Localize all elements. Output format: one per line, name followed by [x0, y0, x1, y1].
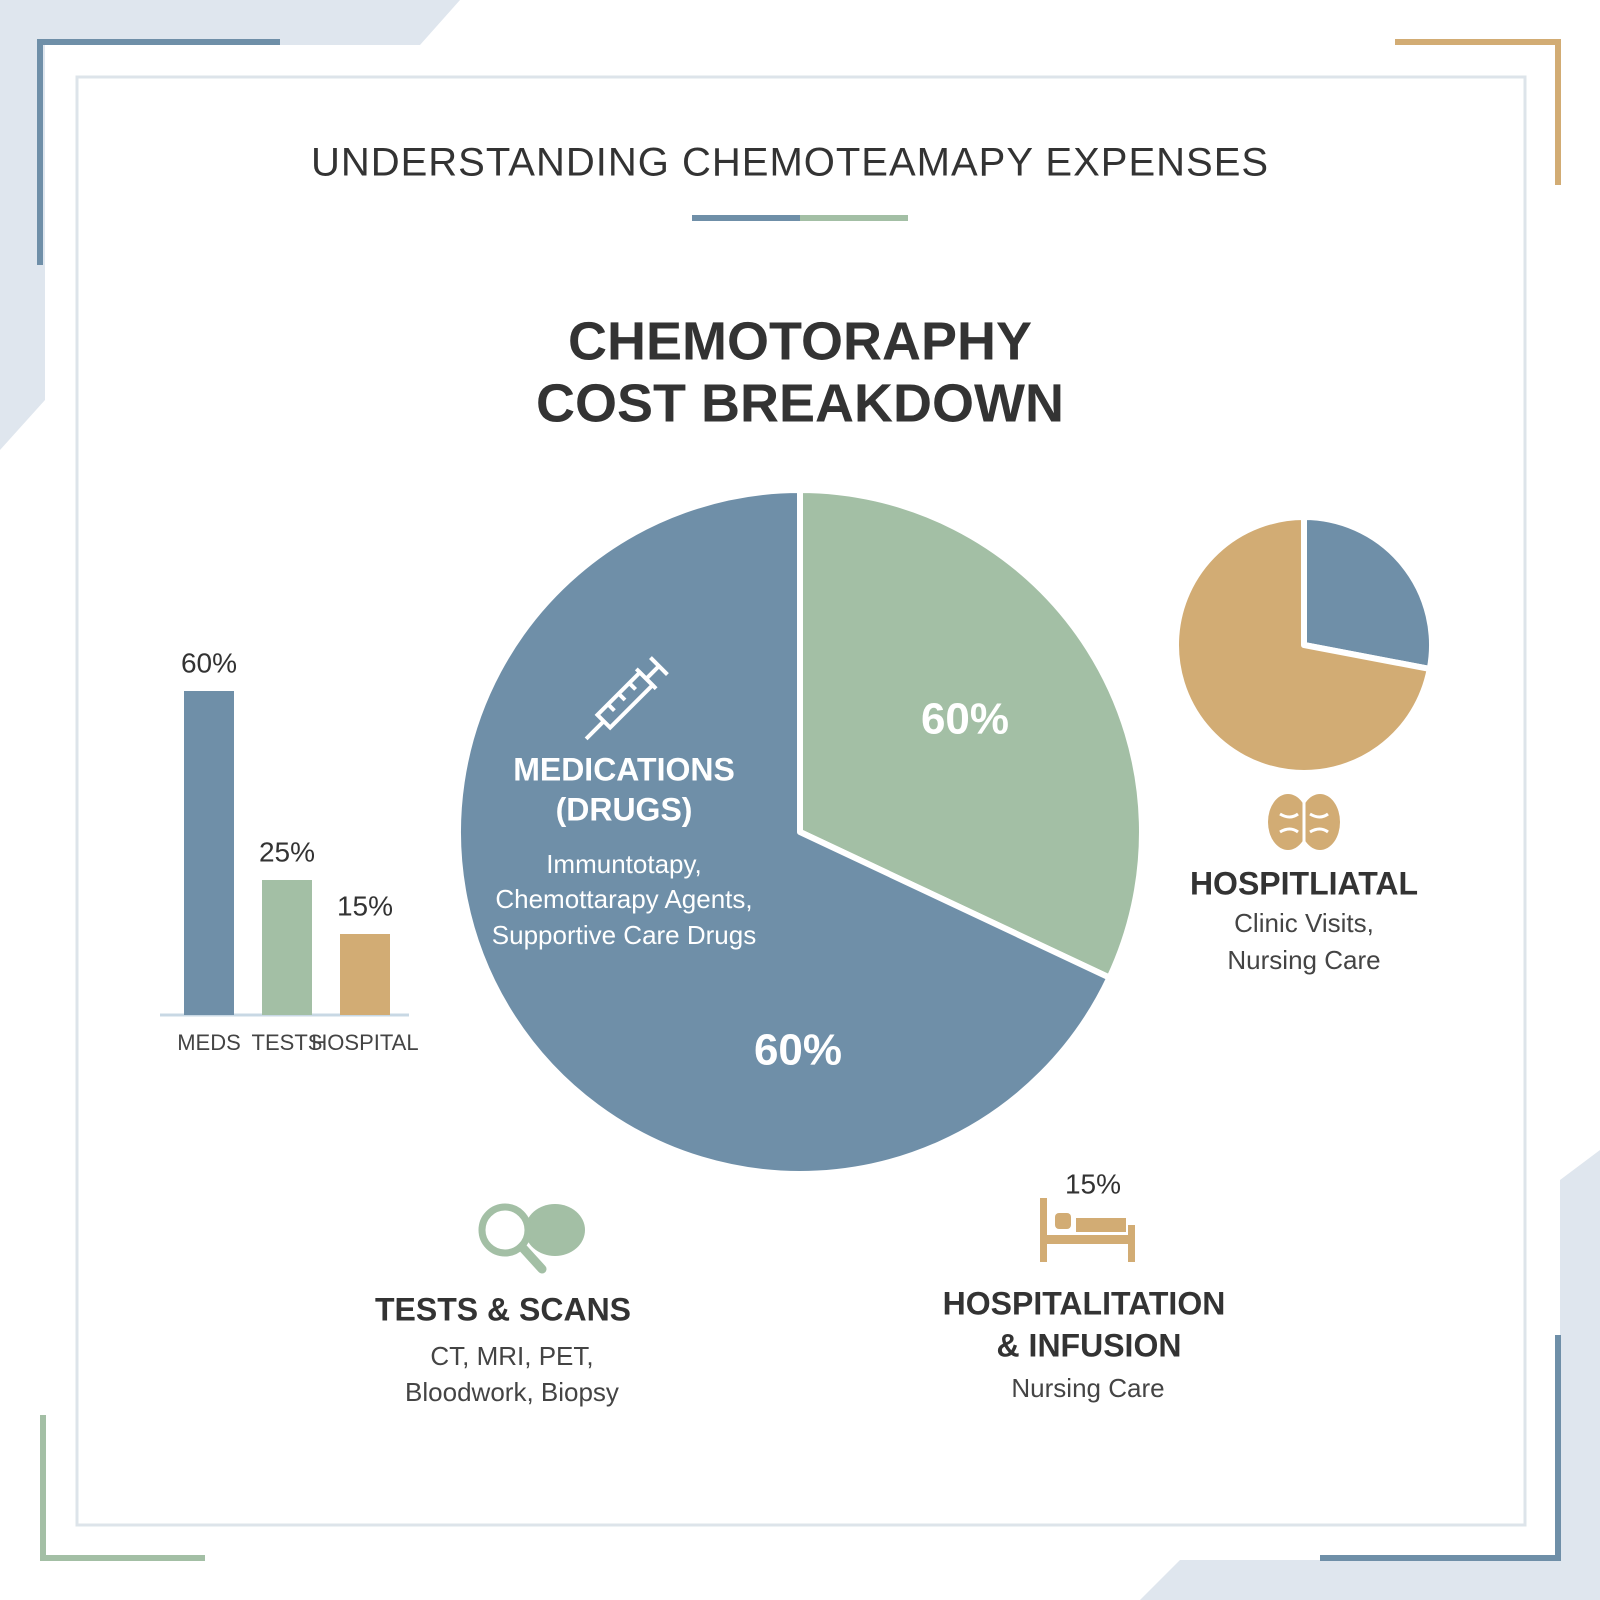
page-title: UNDERSTANDING CHEMOTEAMAPY EXPENSES — [311, 141, 1269, 185]
section-text: CT, MRI, PET, — [430, 1341, 593, 1371]
value-label: 60% — [181, 647, 237, 678]
x-tick-label: HOSPITAL — [311, 1030, 418, 1055]
pies: 60% 60% — [455, 487, 1435, 1177]
syringe-icon — [584, 656, 669, 741]
pie-slice — [1301, 514, 1435, 672]
slice-annotation: 60% — [754, 1026, 842, 1075]
callout-text: Supportive Care Drugs — [492, 920, 756, 950]
callout-title: MEDICATIONS — [513, 751, 735, 787]
pie-slice — [797, 487, 1145, 981]
section-text: Nursing Care — [1011, 1373, 1164, 1403]
callout-text: Immuntotapy, — [546, 849, 702, 879]
bar — [184, 691, 234, 1015]
corner-bracket — [1320, 1335, 1561, 1561]
section-title: TESTS & SCANS — [375, 1291, 631, 1327]
value-label: 25% — [259, 836, 315, 867]
callout-text: Clinic Visits, — [1234, 908, 1374, 938]
callout-title: HOSPITLIATAL — [1190, 865, 1418, 901]
callout-text: Nursing Care — [1227, 945, 1380, 975]
x-tick-label: MEDS — [177, 1030, 241, 1055]
bar — [262, 880, 312, 1015]
pie-slice — [455, 487, 1113, 1177]
x-tick-label: TESTS — [252, 1030, 323, 1055]
section-title: HOSPITALITATION — [943, 1285, 1226, 1321]
callout-text: Chemottarapy Agents, — [495, 884, 752, 914]
corner-bracket — [40, 1415, 205, 1561]
chart-title: CHEMOTORAPHY — [568, 311, 1032, 371]
pie-slice — [1173, 514, 1433, 776]
callout-title: (DRUGS) — [556, 791, 693, 827]
section-text: Bloodwork, Biopsy — [405, 1377, 619, 1407]
bar — [340, 934, 390, 1015]
slice-annotation: 60% — [921, 695, 1009, 744]
corner-bracket — [37, 39, 280, 265]
section-badge: 15% — [1065, 1168, 1121, 1199]
brain-icon — [1268, 794, 1340, 850]
section-title: & INFUSION — [997, 1327, 1182, 1363]
value-label: 15% — [337, 890, 393, 921]
bed-icon — [1040, 1198, 1135, 1262]
chart-title: COST BREAKDOWN — [536, 373, 1064, 433]
corner-bracket — [1395, 39, 1561, 185]
tests-icon — [478, 1203, 585, 1274]
